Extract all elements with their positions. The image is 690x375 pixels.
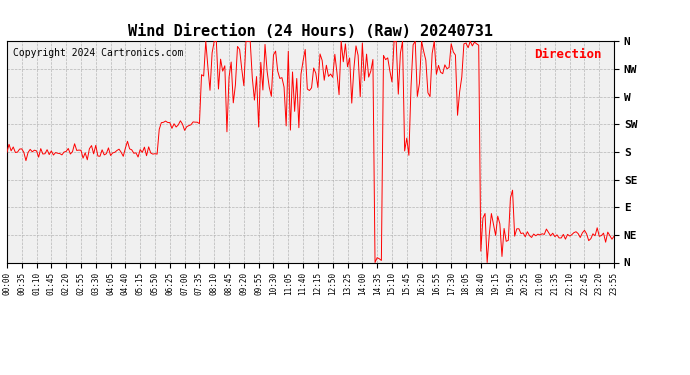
Title: Wind Direction (24 Hours) (Raw) 20240731: Wind Direction (24 Hours) (Raw) 20240731	[128, 24, 493, 39]
Text: Direction: Direction	[535, 48, 602, 61]
Text: Copyright 2024 Cartronics.com: Copyright 2024 Cartronics.com	[13, 48, 184, 58]
